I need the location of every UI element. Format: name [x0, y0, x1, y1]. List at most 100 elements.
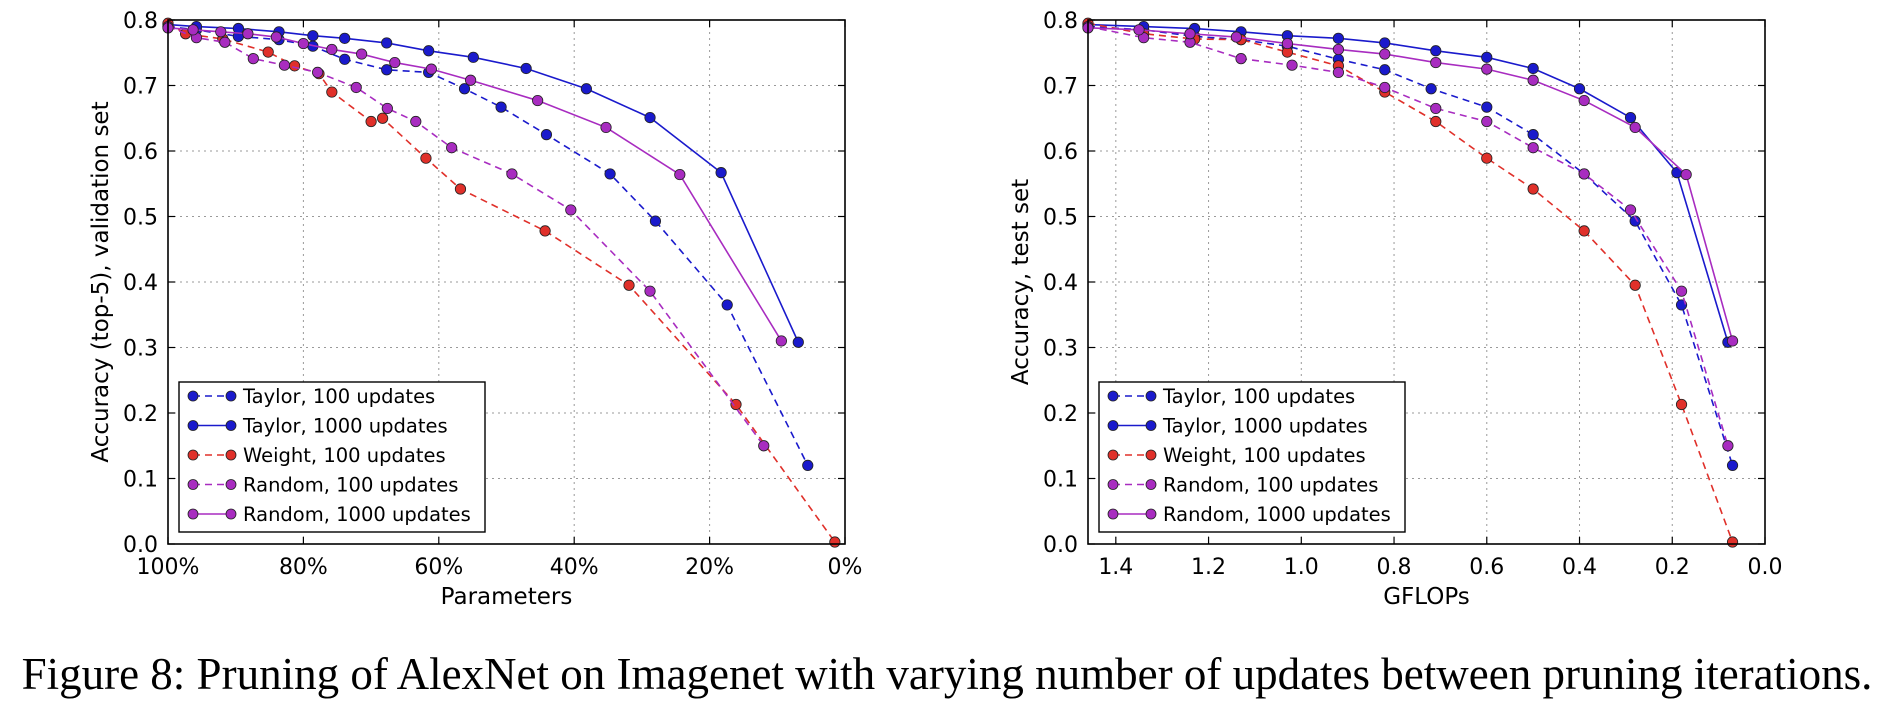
legend-marker — [1107, 390, 1119, 402]
ticks: 1.4 1.2 1.0 0.8 0.6 0.4 0.2 0.0 0.0 0.1 0.2 0.3 0.4 0… — [1043, 9, 1783, 580]
data-point — [649, 215, 662, 227]
data-point — [356, 48, 368, 60]
data-point — [307, 30, 319, 42]
data-point — [410, 115, 422, 128]
y-tick-label: 0.6 — [123, 140, 158, 165]
legend-marker — [225, 420, 237, 431]
data-point — [802, 459, 814, 471]
y-tick-label: 0.0 — [123, 533, 158, 558]
legend-marker — [1107, 449, 1119, 461]
legend-marker — [187, 449, 199, 461]
data-point — [381, 64, 393, 76]
chart-parameters: 100% 80% 60% 40% 20% 0% 0.0 0.1 0.2 0.3 0.4 0.5 0.6 0… — [88, 9, 862, 610]
data-point — [1230, 31, 1242, 43]
data-point — [1527, 62, 1539, 75]
legend-marker — [225, 449, 237, 461]
y-tick-label: 0.3 — [123, 337, 158, 362]
legend-label: Random, 1000 updates — [1163, 503, 1391, 526]
data-point — [1379, 37, 1391, 49]
legend-marker — [1107, 508, 1119, 520]
x-tick-label: 0.0 — [1748, 555, 1783, 580]
series-line — [167, 23, 800, 343]
data-point — [1235, 53, 1247, 65]
data-point — [1578, 94, 1590, 107]
data-point — [1281, 37, 1293, 50]
series-line — [1087, 23, 1729, 343]
series-group — [162, 17, 841, 548]
legend-label: Random, 100 updates — [243, 474, 458, 497]
data-point — [1332, 43, 1344, 56]
data-point — [1578, 168, 1590, 180]
data-point — [420, 152, 432, 164]
figure-canvas: 100% 80% 60% 40% 20% 0% 0.0 0.1 0.2 0.3 0.4 0.5 0.6 0… — [88, 9, 1783, 610]
data-point — [520, 62, 532, 75]
data-point — [644, 285, 656, 297]
x-tick-label: 80% — [279, 555, 328, 580]
legend-marker — [1145, 420, 1157, 431]
x-tick-label: 100% — [137, 555, 200, 580]
x-tick-label: 1.0 — [1284, 555, 1319, 580]
x-tick-label: 20% — [685, 555, 734, 580]
data-point — [1527, 142, 1539, 154]
data-point — [446, 142, 458, 154]
legend-label: Taylor, 1000 updates — [242, 415, 448, 438]
x-tick-label: 0.8 — [1377, 555, 1412, 580]
legend: Taylor, 100 updates Taylor, 1000 updates W… — [1098, 381, 1406, 533]
data-point — [1527, 74, 1539, 86]
data-point — [1379, 81, 1391, 94]
chart-gflops: 1.4 1.2 1.0 0.8 0.6 0.4 0.2 0.0 0.0 0.1 0.2 0.3 0.4 0… — [1008, 9, 1783, 610]
series-line — [1087, 22, 1734, 543]
data-point — [495, 101, 507, 113]
legend-label: Random, 1000 updates — [243, 503, 471, 526]
data-point — [339, 53, 351, 65]
legend-label: Weight, 100 updates — [243, 444, 446, 467]
data-point — [312, 66, 324, 79]
data-point — [506, 168, 518, 180]
data-point — [454, 183, 467, 195]
legend-label: Random, 100 updates — [1163, 474, 1378, 497]
data-point — [381, 37, 393, 49]
x-tick-label: 1.4 — [1098, 555, 1133, 580]
data-point — [540, 129, 553, 141]
data-point — [278, 59, 291, 71]
data-point — [381, 102, 393, 115]
legend-item: Random, 100 updates — [187, 474, 458, 497]
legend-marker — [1107, 479, 1119, 490]
data-point — [1726, 536, 1739, 548]
legend-marker — [187, 420, 199, 431]
data-point — [1481, 101, 1493, 113]
data-point — [350, 81, 362, 94]
data-point — [458, 83, 471, 95]
data-point — [539, 225, 551, 237]
data-point — [1573, 83, 1586, 95]
data-point — [715, 167, 727, 179]
y-axis-label: Accuracy (top-5), validation set — [88, 101, 114, 462]
data-point — [326, 43, 338, 56]
data-point — [1379, 48, 1391, 60]
data-point — [215, 26, 227, 38]
x-axis-label: Parameters — [441, 584, 573, 610]
legend-marker — [225, 390, 237, 402]
data-point — [365, 115, 377, 128]
y-tick-label: 0.2 — [1043, 402, 1078, 427]
legend-item: Weight, 100 updates — [1107, 444, 1366, 467]
data-point — [758, 440, 770, 452]
data-point — [1481, 115, 1493, 128]
legend-label: Taylor, 1000 updates — [1162, 415, 1368, 438]
data-point — [1726, 459, 1739, 471]
legend-marker — [1145, 479, 1157, 490]
y-tick-label: 0.1 — [1043, 468, 1078, 493]
y-tick-label: 0.8 — [1043, 9, 1078, 34]
legend-label: Taylor, 100 updates — [1162, 385, 1355, 408]
data-point — [1425, 83, 1437, 95]
data-point — [623, 279, 635, 291]
legend-marker — [1107, 420, 1119, 431]
series-line — [1087, 25, 1734, 466]
data-point — [270, 31, 282, 43]
legend-item: Taylor, 1000 updates — [1107, 415, 1368, 438]
data-point — [423, 45, 435, 57]
y-tick-label: 0.5 — [123, 206, 158, 231]
data-point — [1430, 45, 1442, 57]
data-point — [1726, 335, 1739, 347]
data-point — [1430, 102, 1442, 115]
